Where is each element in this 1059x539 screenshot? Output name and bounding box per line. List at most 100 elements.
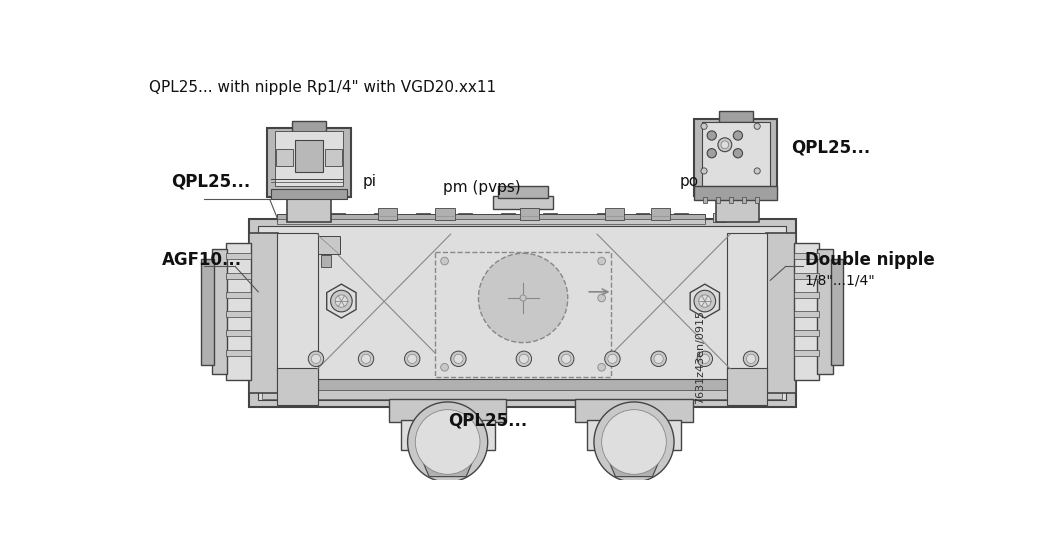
Bar — [268, 128, 351, 197]
Bar — [416, 212, 430, 222]
Bar — [378, 208, 397, 220]
Circle shape — [520, 295, 526, 301]
Bar — [271, 189, 346, 199]
Bar — [226, 330, 251, 336]
Circle shape — [602, 410, 666, 474]
Text: AGF10...: AGF10... — [162, 251, 243, 270]
Circle shape — [721, 141, 729, 149]
Circle shape — [754, 168, 760, 174]
Bar — [728, 232, 767, 393]
Bar — [651, 208, 670, 220]
Bar — [794, 330, 819, 336]
Bar — [493, 196, 553, 210]
Bar — [374, 212, 388, 222]
Bar — [674, 212, 688, 222]
Bar — [767, 232, 795, 393]
Circle shape — [336, 295, 347, 307]
Bar — [277, 232, 318, 393]
Bar — [277, 214, 705, 222]
Bar — [794, 273, 819, 279]
Circle shape — [451, 351, 466, 367]
Bar — [694, 186, 777, 200]
Bar — [321, 255, 331, 267]
Bar — [702, 122, 770, 185]
Bar — [597, 212, 611, 222]
Bar — [295, 140, 323, 172]
Bar — [226, 292, 251, 298]
Text: 7631z43en/0915: 7631z43en/0915 — [695, 310, 705, 404]
Circle shape — [699, 295, 711, 307]
Circle shape — [408, 354, 417, 363]
Circle shape — [408, 402, 488, 482]
Bar — [575, 399, 693, 422]
Bar — [325, 149, 342, 167]
Circle shape — [701, 123, 707, 129]
Bar — [287, 168, 330, 222]
Circle shape — [707, 149, 716, 158]
Bar — [289, 212, 303, 222]
Text: QPL25...: QPL25... — [791, 139, 870, 157]
Bar — [794, 243, 819, 381]
Bar — [794, 311, 819, 317]
Bar — [435, 208, 454, 220]
Circle shape — [701, 168, 707, 174]
Circle shape — [330, 291, 353, 312]
Circle shape — [707, 131, 716, 140]
Bar — [275, 131, 343, 186]
Text: Double nipple: Double nipple — [805, 251, 935, 270]
Bar — [226, 253, 251, 259]
Bar — [249, 219, 795, 407]
Bar — [794, 253, 819, 259]
Bar — [543, 212, 557, 222]
Bar — [716, 168, 758, 222]
Bar — [702, 197, 707, 203]
Text: QPL25... with nipple Rp1/4" with VGD20.xx11: QPL25... with nipple Rp1/4" with VGD20.x… — [149, 80, 496, 95]
Circle shape — [743, 351, 758, 367]
Bar — [755, 197, 759, 203]
Bar — [294, 162, 324, 171]
Circle shape — [415, 410, 480, 474]
Circle shape — [597, 257, 606, 265]
Circle shape — [441, 257, 448, 265]
Circle shape — [594, 402, 674, 482]
Bar — [201, 259, 214, 365]
Circle shape — [694, 291, 716, 312]
Circle shape — [700, 354, 710, 363]
Bar — [722, 162, 752, 171]
Bar — [226, 243, 251, 381]
Bar — [212, 250, 228, 374]
Circle shape — [308, 351, 324, 367]
Bar — [713, 212, 726, 222]
Bar — [794, 350, 819, 356]
Circle shape — [733, 131, 742, 140]
Bar — [698, 188, 773, 197]
Bar — [226, 350, 251, 356]
Text: pm (pvps): pm (pvps) — [443, 181, 520, 195]
Bar — [520, 208, 539, 220]
Circle shape — [405, 351, 420, 367]
Bar — [226, 311, 251, 317]
Circle shape — [454, 354, 463, 363]
Text: 1/8"...1/4": 1/8"...1/4" — [805, 273, 876, 287]
Bar — [716, 197, 720, 203]
Circle shape — [441, 363, 448, 371]
Circle shape — [654, 354, 663, 363]
Circle shape — [733, 149, 742, 158]
Polygon shape — [690, 284, 719, 318]
Bar — [605, 208, 624, 220]
Bar — [389, 399, 506, 422]
Bar — [729, 197, 733, 203]
Bar — [249, 232, 279, 393]
Circle shape — [311, 354, 321, 363]
Circle shape — [651, 351, 666, 367]
Circle shape — [718, 138, 732, 151]
Text: pi: pi — [362, 174, 376, 189]
Text: QPL25...: QPL25... — [172, 172, 251, 191]
Bar — [459, 212, 472, 222]
Bar — [635, 212, 649, 222]
Bar — [262, 390, 782, 399]
Bar — [331, 212, 345, 222]
Bar — [818, 250, 832, 374]
Bar — [277, 219, 705, 224]
Circle shape — [597, 294, 606, 302]
